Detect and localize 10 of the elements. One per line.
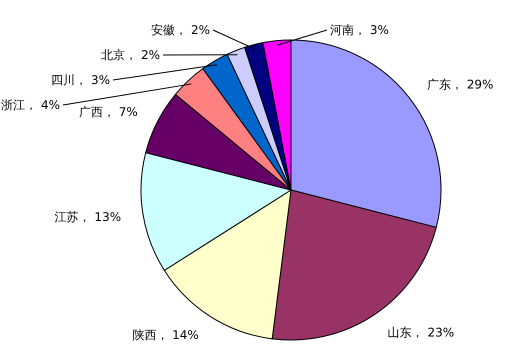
slice-label: 广东， 29% xyxy=(426,78,494,92)
slice-label: 河南， 3% xyxy=(330,23,389,37)
slice-label: 北京， 2% xyxy=(101,48,160,62)
slice-label: 浙江， 4% xyxy=(1,98,60,112)
slice-label: 四川， 3% xyxy=(51,73,110,87)
slice-label: 江苏， 13% xyxy=(54,210,122,224)
slice-label: 安徽， 2% xyxy=(151,23,210,37)
slice-label: 广西， 7% xyxy=(78,104,138,119)
slice-label: 山东， 23% xyxy=(388,325,454,340)
slice-label: 陕西， 14% xyxy=(132,328,199,342)
